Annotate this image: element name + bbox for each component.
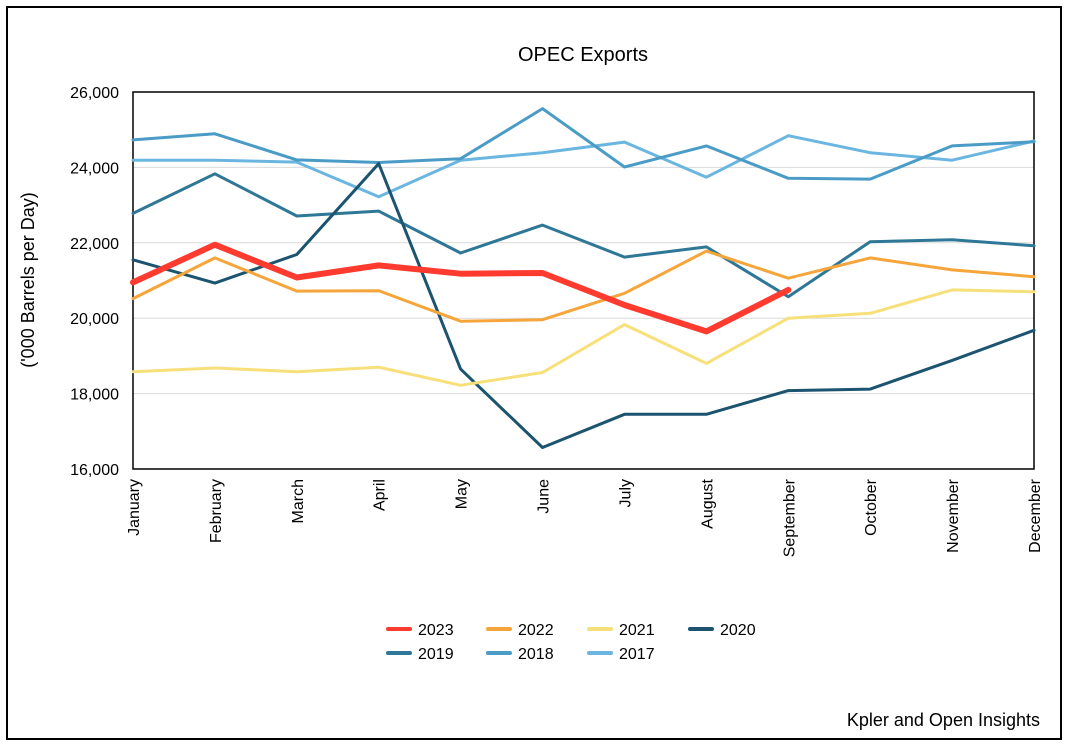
x-tick-label: December (1027, 478, 1044, 552)
legend-item-2017: 2017 (587, 646, 655, 663)
chart-title: OPEC Exports (518, 44, 648, 66)
series-line-2021 (131, 288, 1036, 387)
y-tick-label: 20,000 (70, 311, 119, 328)
x-tick-label: April (372, 479, 389, 511)
y-tick-label: 24,000 (70, 160, 119, 177)
x-tick-label: November (945, 478, 962, 552)
legend-item-2019: 2019 (386, 646, 454, 663)
series-line-2022 (131, 249, 1036, 323)
series-line-2023 (130, 241, 792, 335)
legend-item-2020: 2020 (688, 622, 756, 639)
x-tick-label: July (617, 479, 634, 507)
legend-item-2022: 2022 (486, 622, 554, 639)
legend-item-2021: 2021 (587, 622, 655, 639)
legend-label: 2019 (418, 646, 454, 663)
y-tick-label: 16,000 (70, 462, 119, 479)
x-tick-label: January (126, 479, 143, 536)
series-line-2020 (131, 162, 1036, 449)
legend-label: 2021 (619, 622, 655, 639)
y-tick-label: 22,000 (70, 236, 119, 253)
x-axis-ticks: January February March April May June July Augu… (126, 478, 1044, 557)
y-tick-label: 26,000 (70, 85, 119, 102)
series-lines (130, 107, 1036, 449)
series-line-2017 (131, 134, 1036, 199)
legend: 2023 2022 2021 2020 2019 2018 2017 (386, 622, 756, 663)
legend-item-2023: 2023 (386, 622, 454, 639)
x-tick-label: February (208, 479, 225, 543)
series-line-2018 (131, 107, 1036, 181)
x-tick-label: September (781, 478, 798, 557)
legend-label: 2022 (518, 622, 554, 639)
legend-label: 2020 (720, 622, 756, 639)
source-note: Kpler and Open Insights (847, 710, 1040, 730)
y-axis-label: ('000 Barrels per Day) (18, 192, 38, 368)
legend-label: 2023 (418, 622, 454, 639)
y-tick-label: 18,000 (70, 387, 119, 404)
x-tick-label: June (536, 479, 553, 514)
legend-label: 2018 (518, 646, 554, 663)
legend-label: 2017 (619, 646, 655, 663)
x-tick-label: October (863, 478, 880, 536)
series-line-2019 (131, 172, 1036, 299)
x-tick-label: May (454, 479, 471, 509)
legend-item-2018: 2018 (486, 646, 554, 663)
x-tick-label: March (290, 479, 307, 523)
y-axis-ticks: 16,000 18,000 20,000 22,000 24,000 26,000 (70, 85, 119, 479)
x-tick-label: August (699, 478, 716, 528)
